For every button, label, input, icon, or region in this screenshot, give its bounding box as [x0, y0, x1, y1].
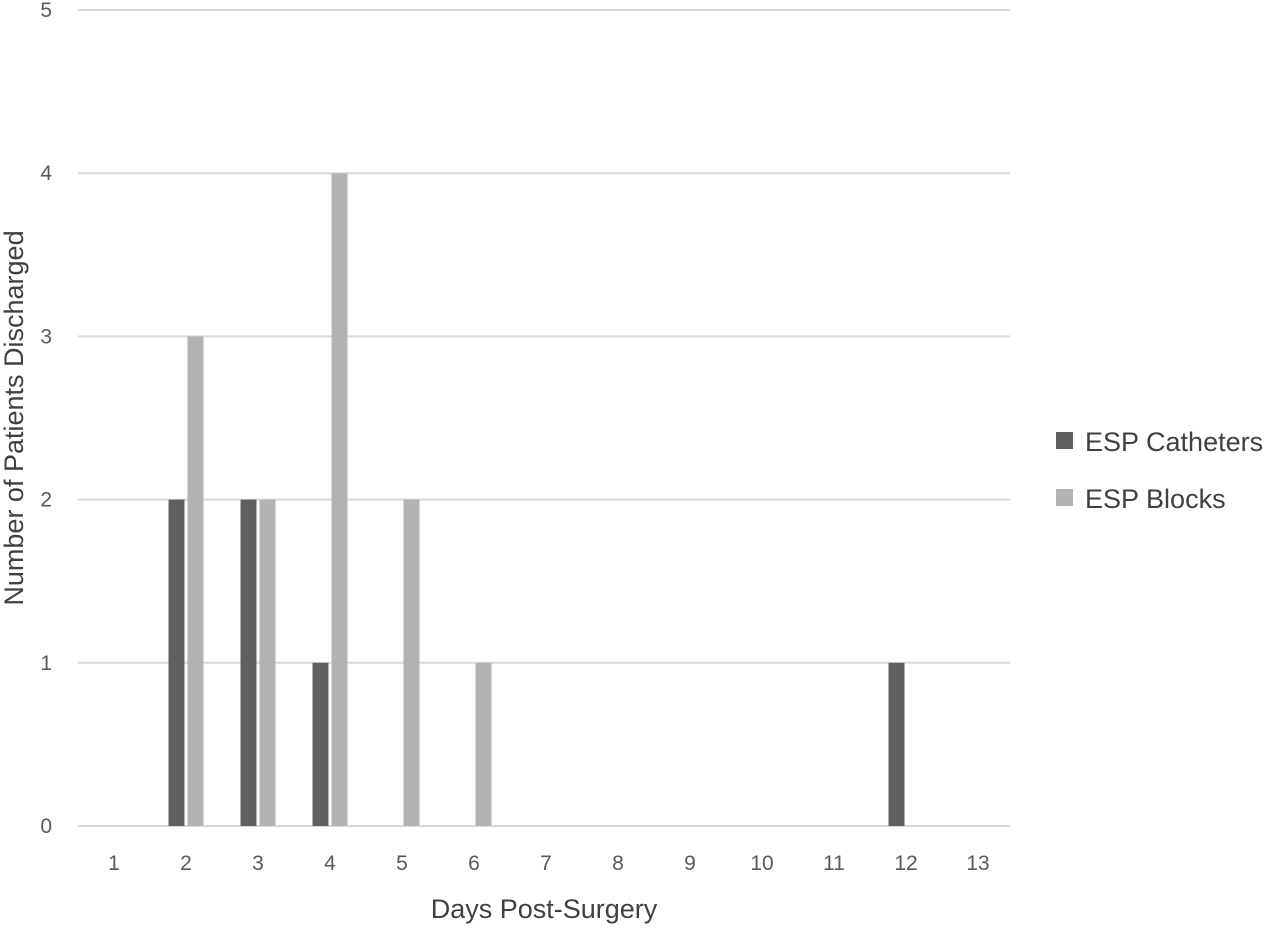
x-tick-label: 8	[612, 852, 624, 875]
y-tick-label: 3	[40, 325, 52, 348]
x-tick-label: 4	[324, 852, 336, 875]
x-tick-label: 10	[750, 852, 773, 875]
legend-label: ESP Blocks	[1085, 484, 1226, 514]
x-tick-label: 3	[252, 852, 264, 875]
y-tick-label: 5	[40, 0, 52, 22]
x-tick-label: 11	[823, 852, 845, 875]
bar-esp-blocks-day-6	[475, 662, 492, 826]
x-tick-label: 5	[396, 852, 408, 875]
gridlines	[78, 9, 1010, 827]
bar-esp-blocks-day-3	[259, 499, 276, 826]
bar-esp-catheters-day-3	[240, 499, 257, 826]
bars	[168, 173, 905, 826]
legend-swatch-esp-catheters	[1056, 432, 1073, 449]
bar-esp-catheters-day-4	[312, 662, 329, 826]
x-tick-label: 7	[540, 852, 552, 875]
x-tick-label: 2	[180, 852, 192, 875]
y-tick-label: 2	[40, 489, 52, 512]
x-axis-title: Days Post-Surgery	[431, 894, 658, 924]
y-axis-ticks: 0 1 2 3 4 5	[40, 0, 52, 838]
legend-label: ESP Catheters	[1085, 427, 1263, 457]
bar-esp-blocks-day-4	[331, 173, 348, 826]
bar-esp-catheters-day-2	[168, 499, 185, 826]
bar-esp-catheters-day-12	[888, 662, 905, 826]
x-tick-label: 6	[468, 852, 480, 875]
legend-swatch-esp-blocks	[1056, 489, 1073, 506]
bar-esp-blocks-day-5	[403, 499, 420, 826]
x-tick-label: 1	[108, 852, 120, 875]
y-tick-label: 4	[40, 162, 52, 185]
x-tick-label: 9	[684, 852, 696, 875]
x-tick-label: 13	[966, 852, 989, 875]
bar-esp-blocks-day-2	[187, 336, 204, 826]
legend: ESP Catheters ESP Blocks	[1056, 427, 1263, 514]
y-tick-label: 0	[40, 815, 52, 838]
x-tick-label: 12	[894, 852, 917, 875]
y-tick-label: 1	[40, 652, 52, 675]
y-axis-title: Number of Patients Discharged	[0, 230, 29, 605]
x-axis-ticks: 1 2 3 4 5 6 7 8 9 10 11 12 13	[108, 852, 990, 875]
